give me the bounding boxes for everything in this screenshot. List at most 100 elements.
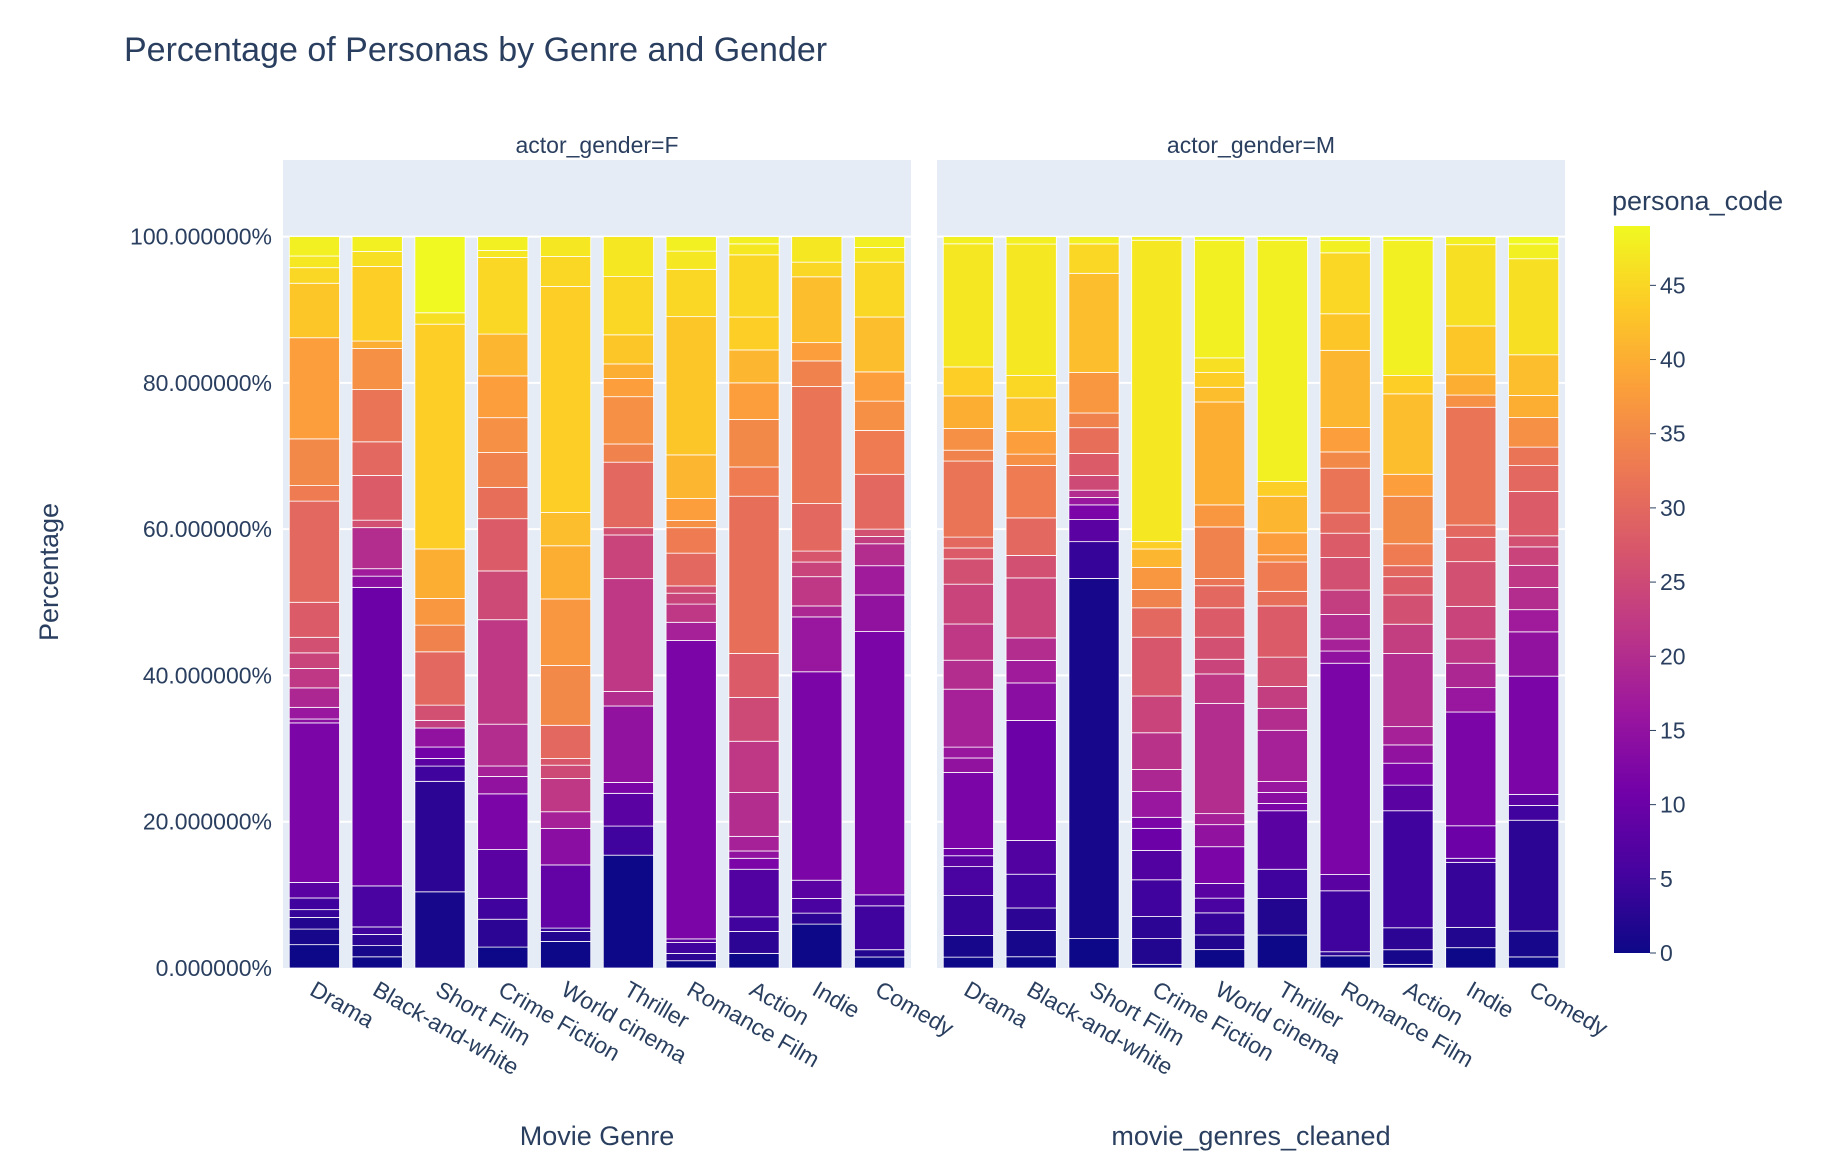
bar-segment	[288, 897, 340, 911]
bar-segment	[1256, 554, 1308, 563]
x-tick-label: Indie	[1462, 976, 1518, 1023]
bar-segment	[477, 518, 529, 572]
bar-segment	[1508, 793, 1560, 806]
bar-segment	[791, 671, 843, 881]
bar-segment	[1256, 481, 1308, 497]
bar-segment	[1131, 732, 1183, 770]
bar-segment	[1005, 930, 1057, 958]
x-tick-label: Drama	[306, 976, 379, 1033]
bar-segment	[351, 348, 403, 390]
bar-segment	[728, 349, 780, 384]
y-tick-label: 80.000000%	[143, 370, 272, 396]
bar-segment	[1382, 473, 1434, 497]
bar-segment	[1068, 427, 1120, 454]
bar-segment	[414, 727, 466, 748]
bar-segment	[665, 268, 717, 318]
bar-segment	[1508, 956, 1560, 969]
bar-segment	[414, 548, 466, 599]
bar-segment	[1131, 849, 1183, 881]
bar-segment	[1068, 489, 1120, 498]
bar-segment	[1131, 589, 1183, 609]
bar-segment	[540, 236, 592, 257]
bar-segment	[1131, 916, 1183, 939]
bar-segment	[665, 938, 717, 943]
bar-segment	[351, 934, 403, 947]
bar-segment	[1131, 236, 1183, 241]
bar-segment	[1508, 465, 1560, 492]
bar-segment	[791, 912, 843, 925]
bar-segment	[477, 849, 529, 899]
bar-segment	[1256, 934, 1308, 969]
bar-segment	[1256, 656, 1308, 687]
bar-segment	[414, 719, 466, 729]
bar-segment	[1319, 349, 1371, 428]
bar-segment	[1445, 861, 1497, 928]
bar-segment	[1256, 707, 1308, 731]
bar-segment	[665, 454, 717, 499]
bar-segment	[288, 668, 340, 689]
bar-segment	[1319, 638, 1371, 652]
bar-segment	[1005, 374, 1057, 399]
bar-segment	[854, 236, 906, 248]
bar-segment	[728, 850, 780, 859]
bar-segment	[1445, 926, 1497, 949]
bar-segment	[791, 342, 843, 362]
bar-segment	[1068, 372, 1120, 414]
bar-segment	[1194, 239, 1246, 359]
colorbar: persona_code 0 5 10 15 20 25 30 35 40 45	[1612, 186, 1783, 966]
bar-segment	[665, 592, 717, 605]
bar-segment	[1256, 803, 1308, 812]
bar-segment	[942, 460, 994, 538]
colorbar-tick-label: 5	[1660, 866, 1673, 892]
bar-segment	[540, 931, 592, 942]
bar-segment	[1382, 594, 1434, 625]
bar-segment	[1131, 636, 1183, 697]
colorbar-tick-label: 15	[1660, 717, 1686, 743]
bar-segment	[665, 250, 717, 270]
bar-segment	[351, 956, 403, 969]
bar-segment	[288, 944, 340, 969]
bar-segment	[1445, 524, 1497, 538]
bar-segment	[728, 916, 780, 932]
bar-segment	[540, 286, 592, 513]
colorbar-tick-label: 35	[1660, 421, 1686, 447]
bar-segment	[288, 652, 340, 669]
bar-segment	[728, 466, 780, 497]
bar-segment	[602, 691, 654, 707]
bar-segment	[477, 257, 529, 335]
bar-segment	[728, 868, 780, 918]
bar-segment	[477, 236, 529, 251]
panel-female-bars	[288, 236, 906, 969]
bar-segment	[728, 857, 780, 870]
bar-segment	[1319, 512, 1371, 534]
bar-segment	[288, 337, 340, 440]
bar-segment	[1068, 541, 1120, 579]
bar-segment	[1445, 561, 1497, 607]
bar-segment	[942, 395, 994, 429]
bar-segment	[477, 486, 529, 520]
colorbar-tick-label: 0	[1660, 940, 1673, 966]
bar-segment	[665, 960, 717, 969]
bar-segment	[791, 261, 843, 278]
bar-segment	[1508, 631, 1560, 677]
bar-segment	[1194, 372, 1246, 388]
bar-segment	[728, 254, 780, 318]
bar-segment	[1445, 662, 1497, 689]
bar-segment	[854, 400, 906, 431]
panel-female-x-axis-label: Movie Genre	[520, 1121, 675, 1151]
bar-segment	[665, 552, 717, 587]
bar-segment	[1445, 406, 1497, 526]
bar-segment	[602, 527, 654, 536]
bar-segment	[1319, 650, 1371, 664]
bar-segment	[1382, 744, 1434, 764]
bar-segment	[791, 616, 843, 673]
bar-segment	[791, 879, 843, 899]
bar-segment	[540, 512, 592, 547]
bar-segment	[942, 848, 994, 857]
bar-segment	[1005, 720, 1057, 841]
bar-segment	[1194, 949, 1246, 969]
bar-segment	[728, 931, 780, 954]
bar-segment	[1508, 417, 1560, 448]
bar-segment	[854, 316, 906, 373]
